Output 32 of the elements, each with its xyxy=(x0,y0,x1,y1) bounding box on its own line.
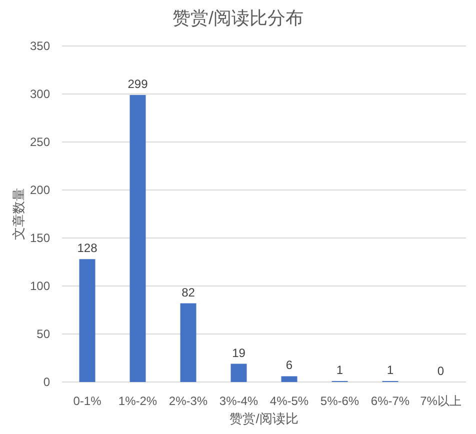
y-tick-label: 100 xyxy=(30,279,50,293)
data-label: 19 xyxy=(232,346,246,360)
bar xyxy=(130,94,146,382)
y-tick-label: 0 xyxy=(43,375,50,389)
y-tick-label: 250 xyxy=(30,135,50,149)
data-label: 6 xyxy=(286,358,293,372)
x-tick-label: 7%以上 xyxy=(420,394,462,408)
y-axis-title: 文章数量 xyxy=(11,188,26,240)
data-label: 299 xyxy=(128,76,148,91)
x-tick-label: 1%-2% xyxy=(118,394,158,408)
bar xyxy=(230,364,247,382)
x-tick-label: 5%-6% xyxy=(320,394,360,408)
bar xyxy=(180,303,196,382)
y-tick-label: 200 xyxy=(30,183,50,197)
y-tick-label: 300 xyxy=(30,87,50,101)
x-axis-title: 赞赏/阅读比 xyxy=(230,411,298,426)
data-label: 1 xyxy=(386,363,394,378)
x-tick-label: 0-1% xyxy=(73,394,102,408)
y-tick-label: 350 xyxy=(30,39,50,53)
chart-title: 赞赏/阅读比分布 xyxy=(172,8,304,28)
y-tick-label: 50 xyxy=(36,327,50,341)
x-tick-label: 3%-4% xyxy=(219,394,258,408)
x-tick-label: 4%-5% xyxy=(270,394,309,408)
data-label: 1 xyxy=(336,363,344,378)
bar xyxy=(281,376,298,382)
x-tick-label: 6%-7% xyxy=(370,394,410,408)
data-label: 128 xyxy=(77,241,98,256)
x-tick-label: 2%-3% xyxy=(168,394,208,408)
data-label: 82 xyxy=(182,285,196,300)
data-label: 0 xyxy=(437,364,444,378)
bar xyxy=(79,259,96,382)
y-tick-label: 150 xyxy=(30,231,50,245)
